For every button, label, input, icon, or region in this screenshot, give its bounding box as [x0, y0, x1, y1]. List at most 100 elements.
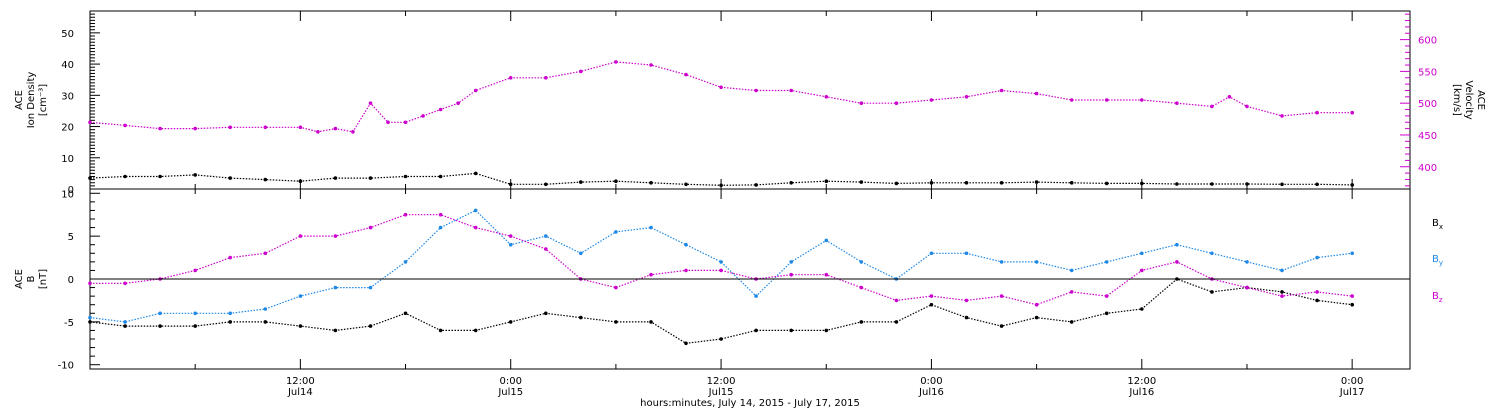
bz-series-point: [614, 285, 618, 290]
density-series-point: [368, 176, 373, 180]
velocity-series-point: [316, 130, 320, 134]
velocity-series-point: [1210, 104, 1214, 109]
velocity-series-point: [1350, 110, 1354, 115]
density-tick-label: 40: [61, 60, 74, 71]
bx-series-point: [754, 328, 758, 333]
velocity-series-point: [684, 72, 688, 77]
b-tick-label: 10: [61, 189, 74, 200]
by-series-point: [1315, 255, 1319, 260]
bx-series-point: [719, 337, 723, 341]
bx-series-point: [614, 320, 618, 324]
by-series-point: [88, 315, 92, 320]
density-series-point: [1104, 181, 1109, 186]
bx-series-point: [1034, 315, 1039, 320]
velocity-series-point: [403, 120, 408, 125]
bz-series-point: [789, 272, 793, 277]
by-series-line: [89, 209, 1353, 323]
by-series-point: [1245, 260, 1249, 264]
velocity-ylabel-line1: ACE: [1475, 90, 1486, 110]
density-tick-label: 50: [61, 29, 74, 40]
x-axis-ticks: 12:00Jul140:00Jul1512:00Jul150:00Jul1612…: [89, 11, 1365, 398]
bx-series-point: [684, 341, 688, 346]
velocity-series-point: [579, 69, 583, 74]
b-tick-label: -5: [64, 318, 74, 329]
velocity-series-point: [1175, 101, 1179, 105]
density-series-point: [1034, 180, 1039, 184]
density-series-point: [88, 176, 92, 180]
x-tick-label-date: Jul16: [918, 387, 944, 398]
velocity-series-point: [1227, 95, 1232, 99]
density-series-point: [789, 181, 793, 185]
density-series-point: [263, 177, 268, 182]
bx-series-point: [298, 324, 303, 328]
by-series-point: [579, 251, 583, 256]
velocity-series-point: [88, 120, 92, 125]
density-series-point: [1245, 182, 1249, 186]
bz-series-point: [649, 272, 653, 277]
density-series-point: [1315, 182, 1319, 187]
by-series-point: [929, 251, 934, 256]
velocity-series-point: [894, 101, 899, 105]
bz-series-point: [1069, 290, 1074, 294]
x-tick-label-time: 12:00: [286, 376, 315, 387]
legend-by-sub: y: [1439, 259, 1443, 267]
bx-series-point: [999, 324, 1004, 328]
velocity-series-point: [964, 95, 969, 99]
bz-series-point: [508, 234, 513, 238]
by-series-point: [719, 260, 723, 264]
density-series-point: [754, 183, 758, 187]
velocity-series-point: [754, 88, 758, 93]
b-ylabel-line2: B: [26, 275, 37, 282]
velocity-series-point: [824, 95, 829, 99]
bx-series-point: [964, 315, 969, 320]
density-series-point: [1175, 182, 1179, 186]
by-series-point: [649, 225, 653, 230]
bz-series-point: [263, 251, 268, 256]
bz-series-point: [929, 294, 934, 298]
velocity-ylabel-line2: Velocity: [1463, 80, 1474, 119]
by-series-point: [789, 260, 793, 264]
legend-bz-sub: z: [1439, 296, 1443, 304]
by-series-point: [614, 230, 618, 234]
bz-series-point: [684, 268, 688, 273]
by-series-point: [1175, 242, 1179, 247]
bz-series-point: [228, 255, 232, 260]
legend-bx: Bx: [1432, 218, 1443, 231]
density-series-point: [228, 176, 232, 180]
velocity-tick-label: 400: [1418, 163, 1437, 174]
density-series-point: [684, 182, 688, 187]
velocity-series-point: [789, 88, 793, 93]
density-series-point: [1210, 182, 1214, 186]
bx-series-point: [193, 324, 197, 328]
bz-series-point: [333, 234, 338, 238]
by-series-point: [473, 208, 478, 213]
by-series-point: [158, 311, 162, 316]
bz-series-point: [824, 272, 829, 277]
velocity-tick-label: 550: [1418, 67, 1437, 78]
x-tick-label-time: 12:00: [707, 376, 736, 387]
by-series-point: [544, 234, 548, 238]
by-series-point: [123, 320, 127, 324]
x-tick-label-date: Jul17: [1339, 387, 1365, 398]
bz-series-point: [1315, 290, 1319, 294]
velocity-series-point: [649, 63, 653, 67]
b-tick-label: -10: [58, 361, 74, 372]
density-series-point: [438, 174, 443, 179]
by-series-point: [859, 260, 864, 264]
density-series-point: [403, 174, 408, 179]
velocity-series-point: [228, 125, 232, 130]
by-series-point: [228, 311, 232, 316]
by-series-point: [684, 242, 688, 247]
bx-series-point: [929, 302, 934, 307]
velocity-series-point: [1069, 98, 1074, 102]
by-series-point: [1140, 251, 1144, 256]
density-series-point: [614, 179, 618, 183]
by-series-point: [999, 260, 1004, 264]
bz-series-point: [859, 285, 864, 290]
velocity-series-point: [1280, 114, 1284, 118]
velocity-series-point: [386, 120, 390, 125]
density-series-point: [473, 171, 478, 176]
bx-series-point: [508, 320, 513, 324]
bx-series-point: [368, 324, 373, 328]
velocity-series-point: [351, 130, 355, 134]
